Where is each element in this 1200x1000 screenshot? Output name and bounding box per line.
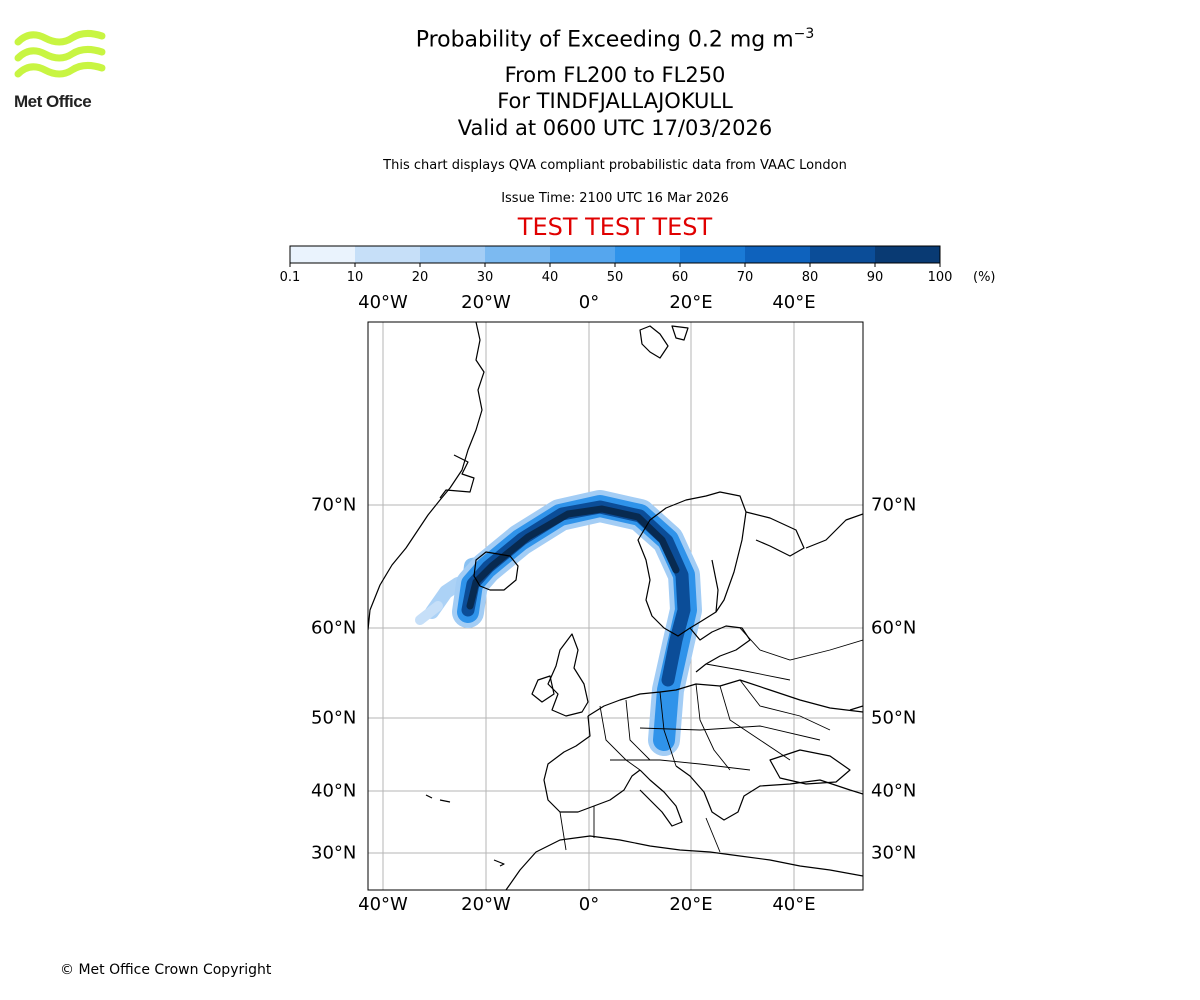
issue-time: Issue Time: 2100 UTC 16 Mar 2026: [501, 191, 729, 206]
chart-title: Probability of Exceeding 0.2 mg m−3: [0, 26, 1200, 52]
lon-label-bottom: 40°E: [772, 894, 816, 915]
country-borders: [559, 627, 863, 853]
colorbar-tick-label: 70: [736, 270, 754, 285]
lon-label-top: 0°: [578, 292, 600, 313]
colorbar-unit: (%): [973, 270, 996, 285]
chart-description: This chart displays QVA compliant probab…: [383, 158, 847, 173]
ash-plume: [415, 490, 702, 756]
valid-time: Valid at 0600 UTC 17/03/2026: [457, 116, 773, 140]
lon-label-top: 40°W: [358, 292, 408, 313]
logo-text: Met Office: [14, 92, 92, 111]
lat-label-right: 30°N: [871, 842, 917, 864]
title-text: Probability of Exceeding 0.2 mg m: [415, 27, 794, 53]
volcano-name: For TINDFJALLAJOKULL: [497, 89, 733, 113]
colorbar-tick-label: 60: [671, 270, 689, 285]
colorbar-tick-label: 0.1: [279, 270, 301, 285]
lat-label-left: 70°N: [311, 494, 357, 516]
lon-label-bottom: 0°: [578, 894, 600, 915]
copyright: © Met Office Crown Copyright: [60, 962, 272, 978]
title-exponent: −3: [793, 26, 815, 42]
lon-label-top: 40°E: [772, 292, 816, 313]
test-banner: TEST TEST TEST: [517, 213, 713, 241]
colorbar-tick-label: 30: [476, 270, 494, 285]
lon-label-bottom: 20°E: [669, 894, 713, 915]
lat-label-right: 50°N: [871, 707, 917, 729]
colorbar-tick-label: 10: [346, 270, 364, 285]
colorbar-tick-label: 80: [801, 270, 819, 285]
lon-label-bottom: 40°W: [358, 894, 408, 915]
lon-label-bottom: 20°W: [461, 894, 511, 915]
lat-label-right: 40°N: [871, 780, 917, 802]
lon-label-top: 20°E: [669, 292, 713, 313]
colorbar-tick-label: 40: [541, 270, 559, 285]
lat-label-left: 50°N: [311, 707, 357, 729]
lat-label-left: 30°N: [311, 842, 357, 864]
colorbar-tick-label: 90: [866, 270, 884, 285]
lon-label-top: 20°W: [461, 292, 511, 313]
colorbar-tick-label: 20: [411, 270, 429, 285]
lat-label-right: 60°N: [871, 617, 917, 639]
colorbar-tick-label: 100: [927, 270, 953, 285]
lat-label-left: 40°N: [311, 780, 357, 802]
lat-label-right: 70°N: [871, 494, 917, 516]
level-range: From FL200 to FL250: [504, 63, 726, 87]
colorbar-tick-label: 50: [606, 270, 624, 285]
lat-label-left: 60°N: [311, 617, 357, 639]
